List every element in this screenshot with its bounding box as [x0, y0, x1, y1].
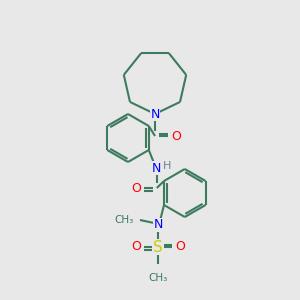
Text: N: N	[152, 161, 161, 175]
Text: N: N	[150, 107, 160, 121]
Text: O: O	[131, 241, 141, 254]
Text: N: N	[153, 218, 163, 232]
Text: CH₃: CH₃	[115, 215, 134, 225]
Text: S: S	[153, 239, 163, 254]
Text: O: O	[171, 130, 181, 142]
Text: O: O	[131, 182, 141, 194]
Text: H: H	[163, 161, 171, 171]
Text: CH₃: CH₃	[148, 273, 168, 283]
Text: O: O	[175, 241, 185, 254]
